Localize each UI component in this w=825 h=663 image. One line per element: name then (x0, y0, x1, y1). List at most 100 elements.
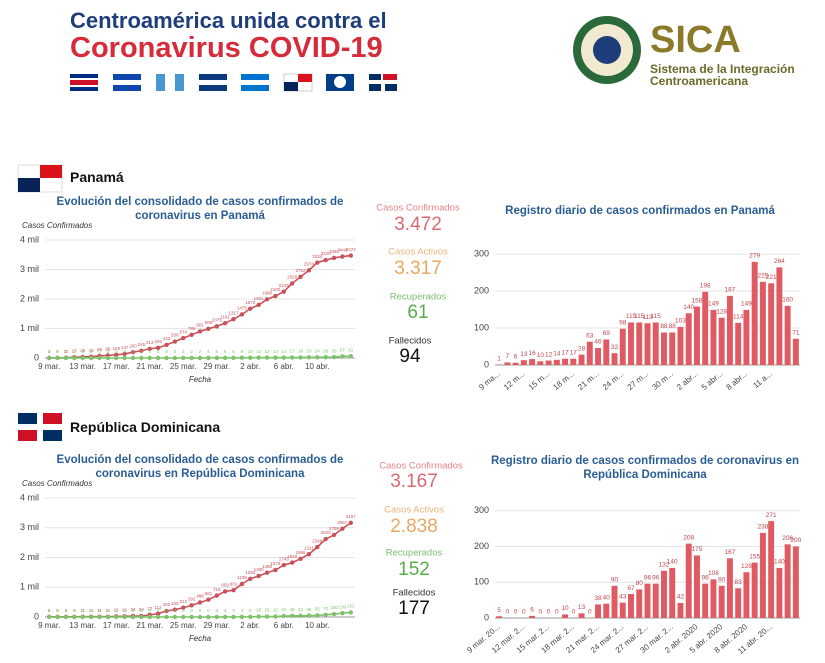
bar (603, 603, 610, 618)
point-label: 5 (48, 608, 51, 613)
point (222, 320, 228, 326)
bar (570, 358, 577, 365)
point-label: 901 (196, 323, 204, 328)
point-label: 0 (140, 608, 143, 613)
point-label: 1673 (245, 300, 256, 305)
point-label: 11 (64, 349, 69, 354)
point (306, 613, 312, 618)
point-label: 3 (224, 608, 227, 613)
point-label: 5 (249, 608, 252, 613)
point-label: 1988 (262, 291, 273, 296)
stat-value: 152 (398, 559, 430, 580)
x-tick-label: 21 mar. (136, 362, 163, 371)
point (105, 614, 111, 620)
bar-label: 238 (757, 524, 768, 531)
bar-label: 128 (741, 563, 752, 570)
point (348, 354, 354, 359)
bar (578, 354, 585, 365)
point (172, 614, 178, 620)
bar-label: 88 (669, 323, 677, 330)
point (155, 355, 161, 361)
point-label: 1 (48, 349, 51, 354)
point (273, 567, 278, 573)
point-label: 2528 (287, 275, 298, 280)
point-label: 0 (107, 608, 110, 613)
bar (693, 555, 700, 618)
bar (743, 572, 750, 618)
y-tick-label: 1 mil (20, 323, 39, 333)
point (315, 613, 320, 618)
point (122, 614, 127, 620)
bar (504, 362, 511, 365)
bar (628, 322, 634, 365)
bar (562, 358, 569, 365)
bar (661, 332, 667, 365)
point (147, 614, 152, 620)
point-label: 34 (139, 607, 145, 612)
point (130, 355, 136, 361)
point-label: 0 (123, 608, 126, 613)
point (181, 614, 186, 620)
bar-label: 80 (636, 580, 644, 587)
point-label: 8 (56, 349, 59, 354)
bar-label: 115 (626, 313, 637, 320)
x-axis-label: Fecha (189, 634, 212, 643)
point-label: 0 (190, 608, 193, 613)
bar-label: 38 (594, 595, 602, 602)
bar (768, 283, 775, 365)
point (114, 355, 119, 361)
x-tick-label: 10 abr. (305, 362, 329, 371)
bar (759, 532, 766, 618)
point-label: 3167 (346, 514, 357, 519)
point (323, 536, 328, 542)
bar-label: 132 (659, 562, 670, 569)
point (273, 614, 278, 619)
bar-label: 160 (782, 297, 793, 304)
stat-label: Casos Confirmados (379, 461, 463, 472)
point-label: 5 (73, 608, 76, 613)
point-label: 1745 (279, 556, 290, 561)
point (97, 614, 102, 620)
point (55, 614, 60, 620)
point-label: 0 (73, 608, 76, 613)
point-label: 0 (98, 608, 101, 613)
x-tick-label: 18 m... (551, 369, 576, 392)
x-tick-label: 30 m... (650, 369, 675, 392)
bar-label: 140 (667, 559, 678, 566)
bar (669, 567, 676, 618)
point (214, 593, 219, 598)
point (164, 614, 169, 620)
y-tick-label: 4 mil (20, 234, 39, 244)
series-line (49, 254, 351, 359)
point-label: 3320 (321, 251, 332, 256)
bar (644, 323, 651, 365)
bar (710, 579, 717, 618)
point-label: 10 (248, 349, 254, 354)
bar (595, 604, 602, 618)
bar (603, 339, 610, 365)
bar-label: 206 (782, 535, 793, 542)
point-label: 137 (121, 345, 129, 350)
bar-label: 264 (774, 258, 785, 265)
point-label: 23 (306, 349, 312, 354)
point-label: 3392 (329, 249, 340, 254)
bar (652, 583, 659, 618)
bar (595, 347, 602, 365)
point (239, 312, 245, 317)
point-label: 0 (165, 349, 168, 354)
bar-label: 114 (733, 314, 744, 321)
point-label: 0 (174, 349, 177, 354)
flag-panama (17, 164, 63, 193)
bar-label: 158 (692, 297, 703, 304)
point (248, 355, 253, 360)
point-label: 0 (165, 608, 168, 613)
bar (776, 267, 783, 365)
bar-label: 0 (571, 609, 575, 616)
x-tick-label: 21 m... (576, 369, 601, 392)
point-label: 11 (80, 608, 85, 613)
point-label: 0 (65, 349, 68, 354)
flag-dominican (18, 413, 62, 441)
point-label: 14 (281, 349, 287, 354)
bar-label: 271 (766, 512, 777, 519)
point (248, 614, 253, 620)
